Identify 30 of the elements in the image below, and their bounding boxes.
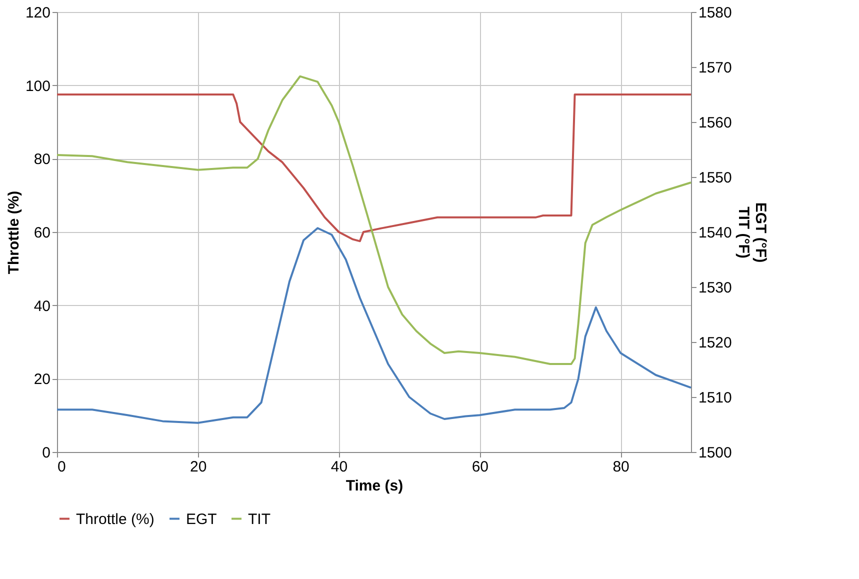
legend-label: Throttle (%) [76,510,154,528]
y2-tick-label: 1580 [698,4,732,22]
y2-tick-label: 1530 [698,280,732,296]
y-tick-label: 100 [25,78,50,95]
y-tick-label: 120 [25,4,50,22]
x-tick-label: 0 [58,458,66,476]
legend-label: EGT [186,510,217,528]
x-tick-label: 20 [190,458,207,476]
y-axis-title: Throttle (%) [5,190,22,274]
line-series [56,75,692,365]
y-tick-label: 20 [34,371,50,388]
y2-tick-label: 1520 [698,334,732,352]
y2-axis-title: EGT (°F) TIT (°F) [734,202,769,263]
line-series [56,227,692,424]
line-series [56,94,692,242]
y2-tick-label: 1500 [698,444,732,462]
y-tick-label: 40 [34,298,50,315]
y-tick-label: 0 [42,444,50,462]
x-tick-label: 40 [330,458,348,476]
x-tick-label: 60 [472,458,489,476]
y2-tick-label: 1570 [698,60,732,76]
y2-tick-label: 1540 [698,224,732,242]
x-axis-title: Time (s) [346,478,404,494]
y2-tick-label: 1560 [698,114,732,132]
y-tick-label: 80 [34,151,50,168]
legend-label: TIT [248,510,270,528]
x-tick-label: 80 [612,458,630,476]
y2-tick-label: 1510 [698,390,732,406]
y-tick-label: 60 [34,224,50,242]
y2-tick-label: 1550 [698,170,732,186]
